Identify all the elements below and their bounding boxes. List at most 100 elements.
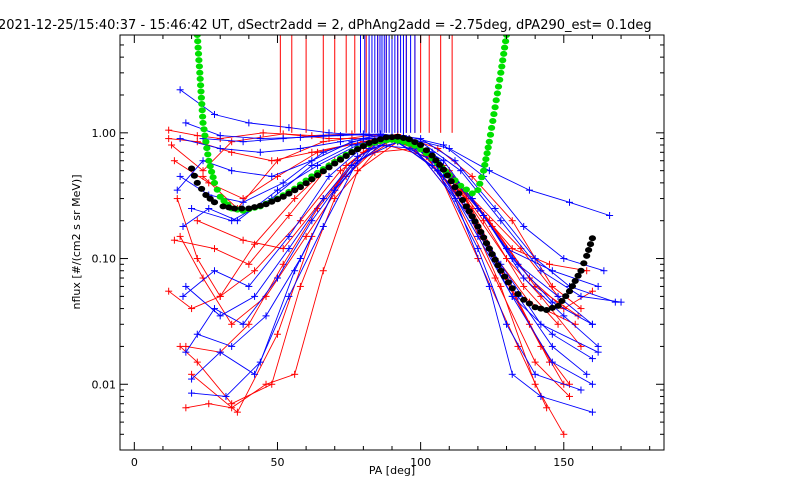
fit-curve-dot (468, 190, 476, 197)
fit-curve-dot (443, 172, 451, 179)
data-point (537, 267, 545, 275)
fit-curve-dot (262, 201, 270, 208)
data-point (588, 408, 596, 416)
data-point (188, 375, 196, 383)
fit-curve-dot (209, 174, 217, 181)
data-point (319, 267, 327, 275)
fit-curve-dot (197, 82, 205, 89)
fit-curve-dot (371, 138, 379, 145)
fit-curve-dot (500, 50, 508, 57)
fit-curve-dot (471, 218, 479, 225)
data-point (440, 157, 448, 165)
data-point (262, 380, 270, 388)
data-point (245, 260, 253, 268)
data-point (520, 282, 528, 290)
data-point (245, 119, 253, 127)
fit-curve-dot (548, 304, 556, 311)
fit-curve-dot (565, 288, 574, 295)
data-point (285, 124, 293, 132)
data-point (583, 370, 591, 378)
fit-curve-dot (196, 75, 204, 82)
data-point (457, 167, 465, 175)
data-point (193, 255, 201, 263)
fit-curve-dot (486, 131, 495, 138)
fit-curve-dot (417, 142, 425, 148)
fit-curve-dot (190, 172, 198, 179)
data-point (228, 320, 236, 328)
data-point (205, 205, 213, 213)
data-point (531, 255, 539, 263)
fit-curve-dot (365, 140, 373, 146)
chart-title: 2021-12-25/15:40:37 - 15:46:42 UT, dSect… (0, 18, 652, 33)
data-point (228, 138, 236, 146)
plot-area (165, 35, 625, 438)
fit-curve-dot (376, 136, 385, 143)
data-point (554, 320, 562, 328)
fit-curve-dot (554, 302, 562, 309)
fit-curve-dot (399, 135, 408, 141)
fit-curve-dot (208, 168, 216, 175)
data-point (193, 217, 201, 225)
data-point (179, 292, 187, 300)
data-line (197, 141, 593, 359)
fit-curve-dot (428, 152, 436, 159)
fit-curve-dot (501, 44, 509, 51)
data-point (566, 198, 574, 206)
data-point (268, 172, 276, 180)
fit-curve-dot (432, 157, 440, 164)
fit-curve-dot (577, 267, 585, 274)
fit-curve-dot (194, 44, 202, 51)
fit-curve-dot (588, 235, 597, 242)
fit-curve-dot (436, 161, 444, 168)
fit-curve-dot (477, 229, 485, 235)
fit-curve-dot (201, 132, 209, 139)
fit-curve-dot (502, 38, 510, 45)
data-point (216, 312, 224, 320)
data-point (256, 148, 264, 156)
fit-curve-dot (202, 138, 210, 145)
data-line (168, 129, 587, 272)
fit-curve-dot (256, 202, 264, 209)
fit-curve-dot (531, 304, 539, 311)
fit-curve-dot (193, 179, 201, 186)
data-point (308, 217, 316, 225)
fit-curve-dot (494, 83, 503, 90)
fit-curve-dot (200, 126, 208, 133)
fit-curve-dot (193, 35, 201, 38)
fit-curve-dot (571, 278, 579, 284)
data-point (331, 195, 339, 203)
data-point (296, 255, 304, 263)
fit-curve-dot (405, 140, 413, 147)
fit-curve-dot (204, 151, 212, 158)
fit-curve-dot (308, 176, 316, 183)
data-point (336, 132, 344, 140)
x-tick-label: 150 (553, 456, 574, 469)
fit-curve-dot (230, 205, 239, 212)
data-point (497, 282, 505, 290)
data-point (182, 119, 190, 127)
fit-curve-dot (574, 272, 582, 279)
data-point (308, 132, 316, 140)
data-point (173, 195, 181, 203)
fit-curve-dot (199, 113, 207, 120)
fit-curve-dot (411, 139, 419, 146)
fit-curve-dot (199, 119, 207, 126)
data-point (179, 222, 187, 230)
data-point (296, 145, 304, 153)
fit-curve-dot (336, 156, 345, 163)
data-point (216, 145, 224, 153)
data-point (548, 342, 556, 350)
fit-curve-dot (459, 197, 467, 203)
data-point (216, 132, 224, 140)
data-point (606, 211, 614, 219)
fit-curve-dot (417, 146, 425, 153)
data-point (359, 130, 367, 138)
data-point (319, 138, 327, 146)
data-point (273, 186, 281, 194)
data-point (170, 236, 178, 244)
data-point (210, 245, 218, 253)
fit-curve-dot (480, 167, 488, 174)
data-point (259, 129, 267, 137)
data-point (256, 135, 264, 143)
